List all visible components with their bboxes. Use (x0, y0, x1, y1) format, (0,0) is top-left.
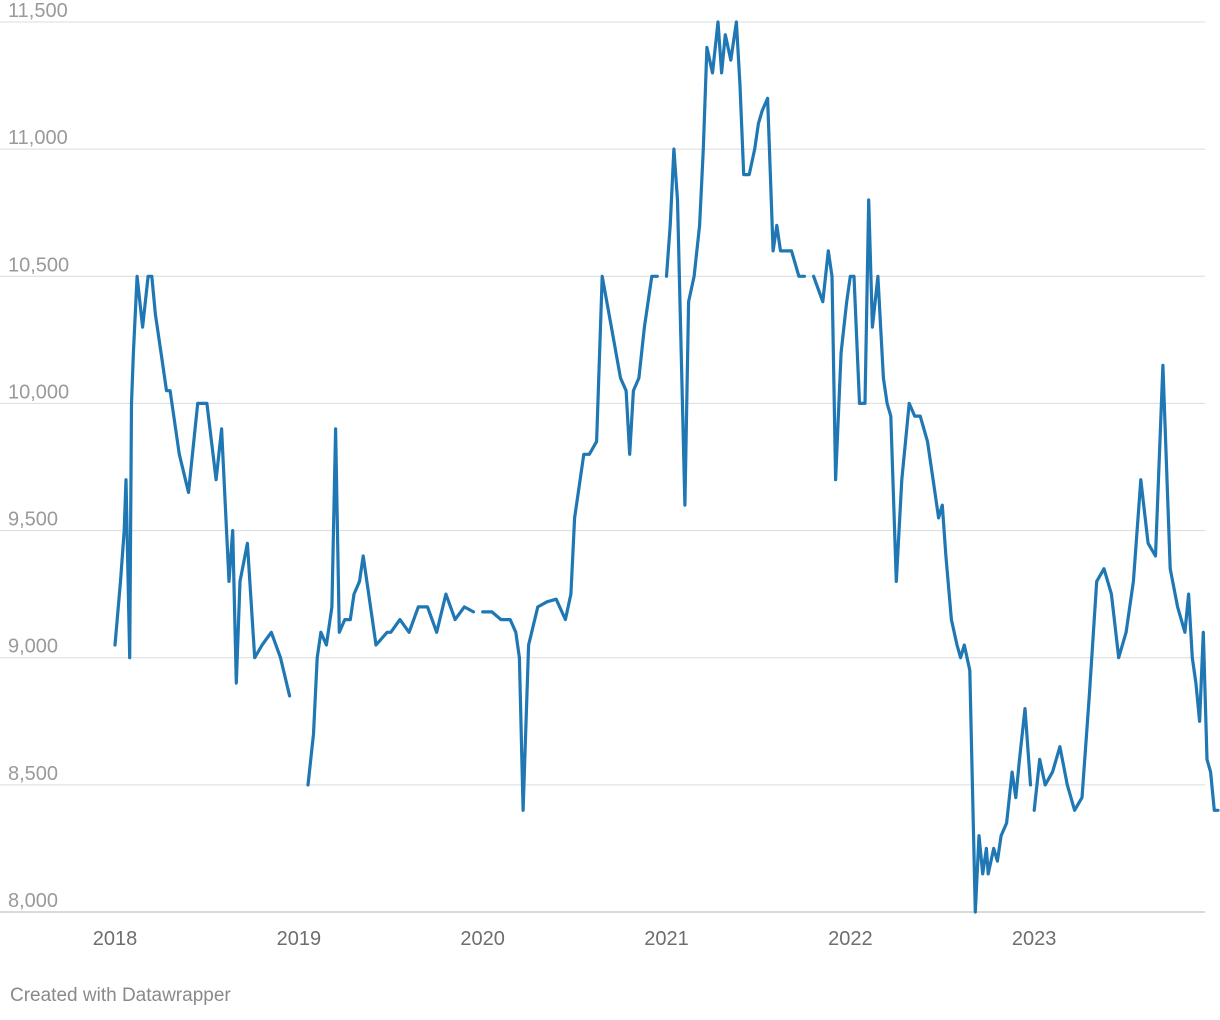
x-tick-label: 2023 (1012, 928, 1057, 950)
series-line (812, 198, 1033, 914)
y-tick-label: 11,000 (8, 127, 68, 149)
x-axis-ticks: 2018 2019 2020 2021 2022 2023 (93, 928, 1057, 950)
x-tick-label: 2021 (644, 928, 689, 950)
x-tick-label: 2018 (93, 928, 138, 950)
x-tick-label: 2022 (828, 928, 873, 950)
y-axis-ticks: 8,000 8,500 9,000 9,500 10,000 10,500 11,000 11… (8, 0, 69, 912)
y-tick-label: 8,500 (8, 763, 58, 785)
x-tick-label: 2020 (460, 928, 505, 950)
x-tick-label: 2019 (277, 928, 322, 950)
series-line (306, 427, 476, 787)
credit-text: Created with Datawrapper (10, 985, 231, 1006)
y-tick-label: 9,500 (8, 509, 58, 531)
y-tick-label: 8,000 (8, 890, 58, 912)
y-tick-label: 10,500 (8, 254, 69, 276)
series-line (481, 274, 659, 812)
y-tick-label: 10,000 (8, 381, 69, 403)
y-tick-label: 9,000 (8, 636, 58, 658)
series-line (113, 274, 292, 698)
y-tick-label: 11,500 (8, 0, 68, 22)
series-line (664, 20, 806, 507)
series-line (1032, 363, 1220, 812)
series-layer (113, 20, 1220, 914)
